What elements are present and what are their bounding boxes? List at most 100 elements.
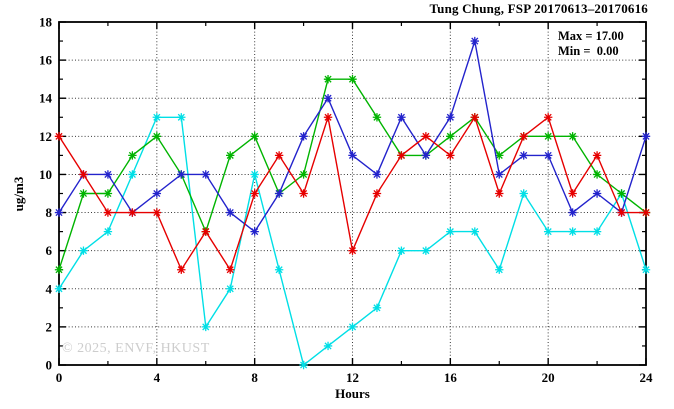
series-green-point: [128, 151, 137, 160]
y-tick-label: 12: [39, 129, 52, 144]
series-red-point: [177, 265, 186, 274]
series-blue-point: [250, 227, 259, 236]
series-red-point: [495, 189, 504, 198]
series-cyan-point: [201, 322, 210, 332]
series-green-point: [79, 189, 88, 198]
x-tick-label: 0: [56, 370, 63, 385]
y-tick-label: 14: [39, 91, 53, 106]
max-min-legend: Max = 17.00 Min = 0.00: [558, 29, 624, 59]
legend-min-value: Min = 0.00: [558, 44, 619, 58]
y-tick-label: 6: [46, 243, 53, 258]
series-cyan-point: [421, 246, 431, 255]
series-cyan-point: [470, 227, 479, 236]
x-tick-label: 20: [542, 370, 555, 385]
series-cyan-point: [641, 265, 651, 274]
series-green-point: [226, 151, 235, 160]
series-cyan-point: [372, 303, 382, 313]
x-tick-label: 4: [154, 370, 161, 385]
series-cyan-point: [397, 246, 406, 255]
series-blue-point: [103, 170, 113, 179]
series-red-point: [470, 113, 479, 122]
series-red-point: [299, 189, 308, 198]
series-red-point: [519, 132, 528, 141]
series-red-point: [250, 189, 259, 198]
series-green-point: [299, 170, 308, 179]
copyright-watermark: © 2025, ENVF, HKUST: [62, 341, 210, 356]
y-tick-label: 8: [46, 205, 53, 220]
series-red-point: [323, 113, 333, 122]
chart-title: Tung Chung, FSP 20170613–20170616: [429, 1, 648, 16]
series-green-point: [446, 132, 455, 141]
series-blue-point: [152, 189, 162, 198]
series-red-point: [617, 208, 626, 217]
y-tick-label: 4: [46, 281, 53, 296]
series-cyan-point: [446, 227, 455, 236]
series-cyan-point: [152, 113, 162, 122]
y-axis-label: ug/m3: [11, 176, 26, 212]
x-tick-label: 16: [444, 370, 458, 385]
series-red-point: [103, 208, 113, 217]
series-blue-point: [543, 151, 553, 160]
x-tick-label: 24: [640, 370, 654, 385]
series-cyan-point: [299, 360, 308, 370]
y-tick-label: 16: [39, 53, 53, 68]
series-red-point: [274, 151, 284, 160]
series-red-point: [568, 189, 577, 198]
series-cyan-point: [54, 284, 64, 293]
series-red-point: [592, 151, 602, 160]
series-red-point: [446, 151, 455, 160]
series-green-point: [54, 265, 64, 274]
x-axis-label: Hours: [335, 386, 370, 401]
series-blue-point: [519, 151, 528, 160]
series-green-point: [103, 189, 113, 198]
series-blue-point: [592, 189, 602, 198]
series-green-point: [543, 132, 553, 141]
series-blue-point: [641, 132, 651, 141]
series-blue-point: [421, 151, 431, 160]
series-red-point: [54, 132, 64, 141]
series-red-point: [372, 189, 382, 198]
series-cyan-point: [495, 265, 504, 274]
series-green-point: [250, 132, 259, 141]
x-tick-label: 8: [251, 370, 258, 385]
series-blue-point: [495, 170, 504, 179]
series-green-line: [58, 78, 647, 270]
series-red-point: [348, 246, 357, 255]
series-cyan-point: [323, 341, 333, 351]
series-green-point: [323, 74, 333, 84]
series-red-point: [641, 208, 651, 217]
series-cyan-point: [519, 189, 528, 198]
series-cyan-point: [543, 227, 553, 236]
series-green-point: [152, 132, 162, 141]
series-red-point: [543, 113, 553, 122]
series-red-point: [152, 208, 162, 217]
series-green-point: [372, 113, 382, 122]
series-blue-point: [54, 208, 64, 217]
series-cyan-point: [177, 113, 186, 122]
series-blue-point: [397, 113, 406, 122]
y-tick-label: 2: [46, 319, 53, 334]
series-blue-point: [372, 170, 382, 179]
series-cyan-point: [128, 170, 137, 179]
series-red-point: [128, 208, 137, 217]
series-blue-point: [470, 36, 479, 46]
series-blue-point: [568, 208, 577, 217]
series-cyan-point: [592, 227, 602, 236]
series-red-point: [201, 227, 210, 236]
series-red-point: [421, 132, 431, 141]
series-cyan-point: [274, 265, 284, 274]
series-green-point: [592, 170, 602, 179]
series-blue-point: [177, 170, 186, 179]
series-cyan-point: [568, 227, 577, 236]
series-green-point: [348, 74, 357, 84]
series-green-point: [617, 189, 626, 198]
y-tick-label: 18: [39, 15, 53, 30]
series-blue-point: [274, 189, 284, 198]
legend-max-value: Max = 17.00: [558, 29, 624, 43]
series-red-point: [226, 265, 235, 274]
series-blue-point: [446, 113, 455, 122]
series-green-point: [568, 132, 577, 141]
series-cyan-point: [79, 246, 88, 255]
